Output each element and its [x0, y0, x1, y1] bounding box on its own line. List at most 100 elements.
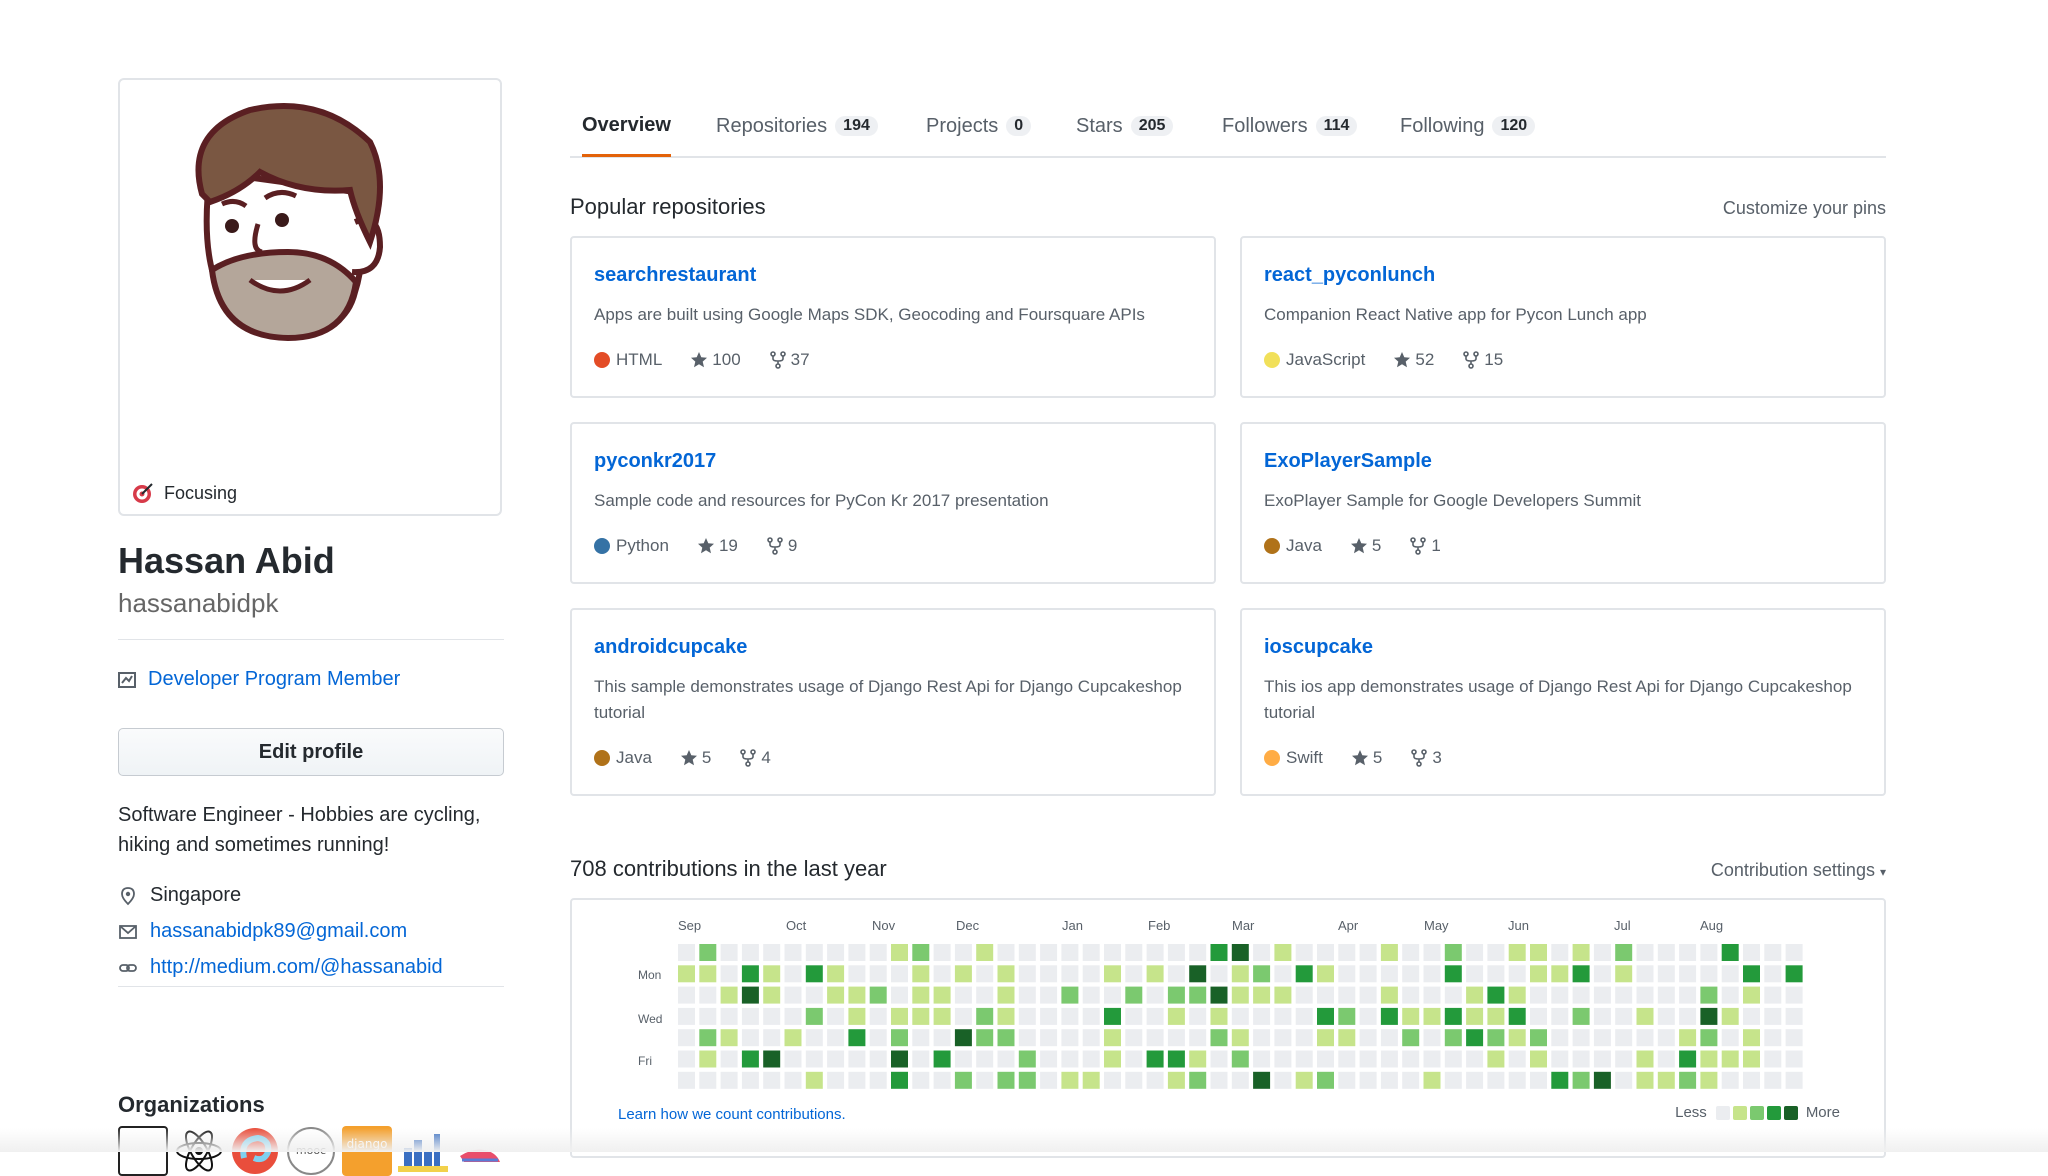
contribution-day-cell[interactable] — [1615, 944, 1633, 961]
contribution-day-cell[interactable] — [784, 1029, 802, 1047]
contribution-day-cell[interactable] — [741, 986, 759, 1004]
contribution-day-cell[interactable] — [1082, 986, 1100, 1004]
contribution-day-cell[interactable] — [1593, 1050, 1611, 1068]
contribution-day-cell[interactable] — [1040, 1050, 1058, 1068]
contribution-day-cell[interactable] — [1146, 1029, 1164, 1047]
contribution-day-cell[interactable] — [1040, 965, 1058, 983]
fork-icon[interactable] — [1462, 351, 1480, 369]
contribution-day-cell[interactable] — [720, 1007, 738, 1025]
tab-followers[interactable]: Followers 114 — [1222, 96, 1358, 156]
contribution-day-cell[interactable] — [720, 965, 738, 983]
contribution-day-cell[interactable] — [699, 965, 717, 983]
contribution-day-cell[interactable] — [1018, 986, 1036, 1004]
contribution-day-cell[interactable] — [1295, 1029, 1313, 1047]
contribution-day-cell[interactable] — [1253, 965, 1271, 983]
contribution-day-cell[interactable] — [1380, 986, 1398, 1004]
tab-overview[interactable]: Overview — [582, 96, 671, 157]
fork-count[interactable]: 9 — [787, 536, 798, 555]
contribution-day-cell[interactable] — [891, 1050, 908, 1068]
contribution-day-cell[interactable] — [1167, 986, 1185, 1004]
contribution-day-cell[interactable] — [912, 986, 930, 1004]
contribution-day-cell[interactable] — [997, 1007, 1015, 1025]
contribution-day-cell[interactable] — [1317, 1050, 1334, 1068]
contribution-day-cell[interactable] — [1423, 1007, 1441, 1025]
contribution-day-cell[interactable] — [912, 1007, 930, 1025]
contribution-day-cell[interactable] — [1146, 1050, 1164, 1068]
contribution-day-cell[interactable] — [1743, 1050, 1760, 1068]
contribution-day-cell[interactable] — [1423, 1029, 1441, 1047]
contribution-day-cell[interactable] — [1189, 1050, 1207, 1068]
contribution-day-cell[interactable] — [1636, 1029, 1654, 1047]
contribution-day-cell[interactable] — [1636, 965, 1654, 983]
repo-name-link[interactable]: pyconkr2017 — [594, 450, 717, 472]
contribution-day-cell[interactable] — [848, 1007, 866, 1025]
contribution-day-cell[interactable] — [933, 944, 951, 961]
contribution-day-cell[interactable] — [1487, 1029, 1505, 1047]
contribution-day-cell[interactable] — [1338, 1050, 1356, 1068]
contribution-day-cell[interactable] — [678, 1071, 695, 1089]
contribution-day-cell[interactable] — [1593, 986, 1611, 1004]
contribution-day-cell[interactable] — [1274, 1029, 1292, 1047]
contribution-day-cell[interactable] — [1317, 1007, 1334, 1025]
contribution-day-cell[interactable] — [1572, 1050, 1590, 1068]
contribution-day-cell[interactable] — [763, 1007, 781, 1025]
contribution-day-cell[interactable] — [1231, 986, 1249, 1004]
contribution-day-cell[interactable] — [1657, 1071, 1675, 1089]
contribution-day-cell[interactable] — [1380, 944, 1398, 961]
contribution-day-cell[interactable] — [1210, 1071, 1228, 1089]
contribution-day-cell[interactable] — [827, 1007, 845, 1025]
contribution-day-cell[interactable] — [699, 1007, 717, 1025]
fork-count[interactable]: 37 — [790, 350, 810, 369]
contribution-day-cell[interactable] — [1785, 986, 1803, 1004]
contribution-day-cell[interactable] — [1530, 1029, 1547, 1047]
contribution-day-cell[interactable] — [1508, 965, 1526, 983]
contribution-day-cell[interactable] — [848, 986, 866, 1004]
contribution-day-cell[interactable] — [1295, 986, 1313, 1004]
contribution-day-cell[interactable] — [1338, 944, 1356, 961]
fork-icon[interactable] — [769, 351, 787, 369]
fork-count[interactable]: 3 — [1432, 748, 1442, 767]
star-icon[interactable] — [1351, 749, 1369, 767]
developer-program-link[interactable]: Developer Program Member — [148, 668, 401, 690]
contribution-day-cell[interactable] — [1615, 986, 1633, 1004]
contribution-day-cell[interactable] — [1104, 1050, 1121, 1068]
contribution-day-cell[interactable] — [997, 944, 1015, 961]
fork-icon[interactable] — [766, 537, 784, 555]
contribution-day-cell[interactable] — [1380, 965, 1398, 983]
contribution-day-cell[interactable] — [1466, 986, 1484, 1004]
star-count[interactable]: 52 — [1415, 350, 1435, 369]
contribution-day-cell[interactable] — [976, 965, 994, 983]
contribution-day-cell[interactable] — [1359, 965, 1377, 983]
contribution-day-cell[interactable] — [1146, 965, 1164, 983]
contribution-day-cell[interactable] — [1700, 1029, 1718, 1047]
contribution-day-cell[interactable] — [784, 986, 802, 1004]
contribution-day-cell[interactable] — [1295, 1071, 1313, 1089]
contribution-day-cell[interactable] — [1402, 986, 1420, 1004]
contribution-day-cell[interactable] — [1210, 944, 1228, 961]
contribution-day-cell[interactable] — [1679, 944, 1697, 961]
contribution-day-cell[interactable] — [763, 944, 781, 961]
contribution-day-cell[interactable] — [869, 1050, 887, 1068]
contribution-day-cell[interactable] — [1210, 1050, 1228, 1068]
contribution-day-cell[interactable] — [1167, 965, 1185, 983]
contribution-day-cell[interactable] — [1274, 1071, 1292, 1089]
contribution-day-cell[interactable] — [1721, 1029, 1739, 1047]
contribution-day-cell[interactable] — [784, 944, 802, 961]
contribution-day-cell[interactable] — [1487, 1007, 1505, 1025]
contribution-day-cell[interactable] — [933, 1007, 951, 1025]
contribution-day-cell[interactable] — [1040, 1029, 1058, 1047]
contribution-day-cell[interactable] — [1253, 1029, 1271, 1047]
contribution-day-cell[interactable] — [1402, 965, 1420, 983]
contribution-day-cell[interactable] — [1466, 1029, 1484, 1047]
contribution-day-cell[interactable] — [891, 1007, 908, 1025]
contribution-day-cell[interactable] — [1189, 1029, 1207, 1047]
contribution-day-cell[interactable] — [1018, 1050, 1036, 1068]
star-count[interactable]: 5 — [701, 748, 712, 767]
contribution-day-cell[interactable] — [1615, 965, 1633, 983]
contribution-day-cell[interactable] — [1274, 986, 1292, 1004]
contribution-day-cell[interactable] — [699, 1029, 717, 1047]
contribution-day-cell[interactable] — [699, 1050, 717, 1068]
contribution-day-cell[interactable] — [933, 965, 951, 983]
fork-icon[interactable] — [739, 749, 757, 767]
contribution-day-cell[interactable] — [1082, 965, 1100, 983]
